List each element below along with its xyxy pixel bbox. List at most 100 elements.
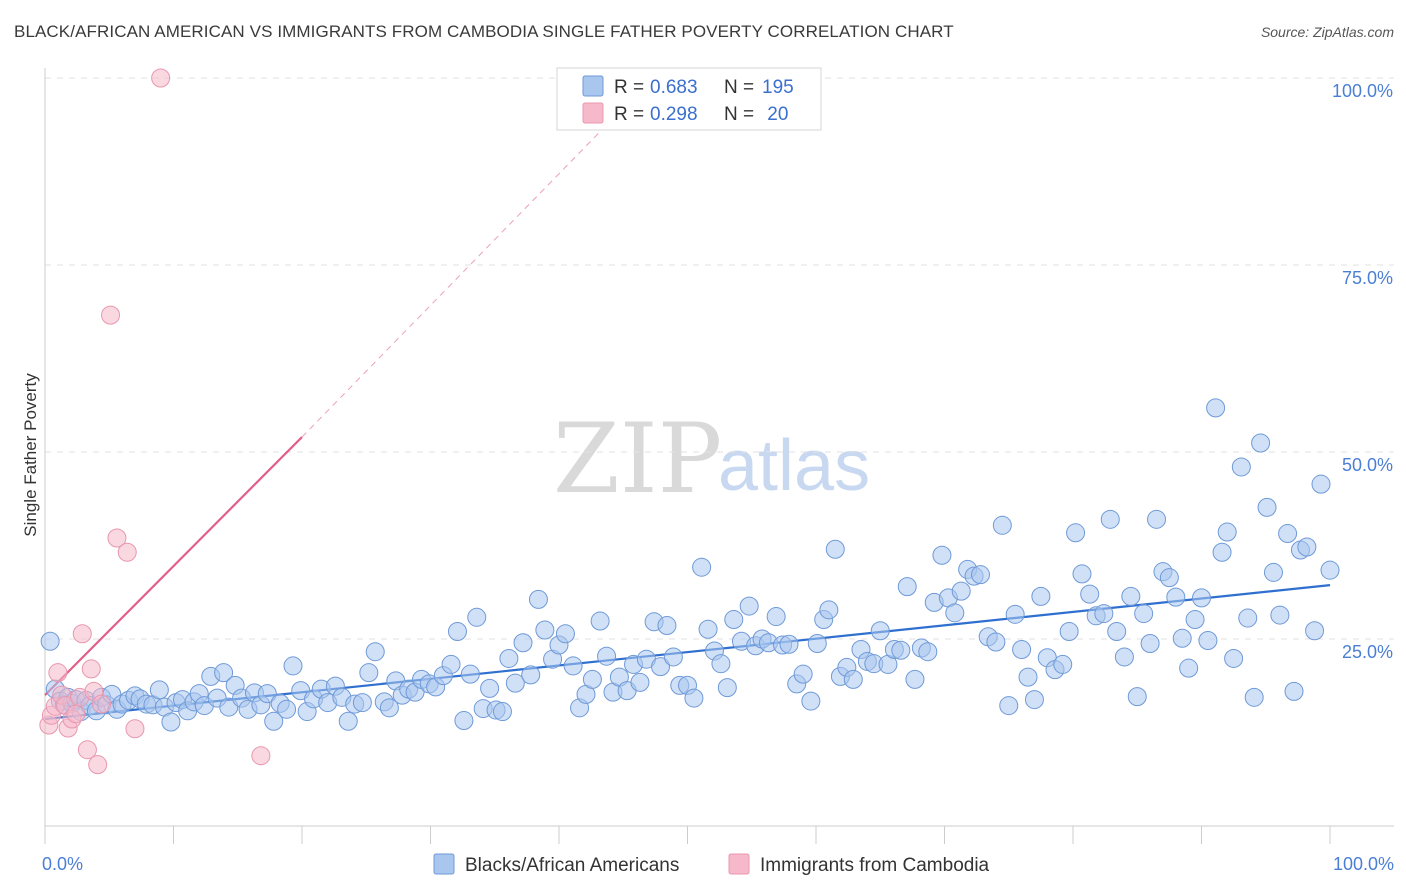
point-0-152 [1018, 667, 1038, 687]
point-0-183 [1224, 648, 1244, 668]
point-0-134 [897, 577, 917, 597]
point-0-94 [630, 672, 650, 692]
point-0-21 [149, 680, 169, 700]
point-0-130 [870, 621, 890, 641]
point-0-78 [521, 665, 541, 685]
point-0-87 [582, 669, 602, 689]
legend-r-label-1: R = [614, 77, 644, 98]
source-credit: Source: ZipAtlas.com [1260, 24, 1394, 40]
point-1-21 [251, 746, 271, 766]
point-0-148 [992, 515, 1012, 535]
point-1-16 [101, 305, 121, 325]
point-0-170 [1140, 633, 1160, 653]
correlation-legend: R = 0.683 N = 195 R = 0.298 N = 20 [556, 67, 822, 131]
point-0-145 [970, 565, 990, 585]
point-0-147 [986, 632, 1006, 652]
point-0-191 [1278, 524, 1298, 544]
point-0-104 [698, 619, 718, 639]
legend-r-label-2: R = [614, 104, 644, 125]
point-1-12 [81, 659, 101, 679]
grid-lines [45, 77, 1394, 640]
point-0-119 [801, 691, 821, 711]
point-0-79 [528, 589, 548, 609]
point-0-139 [932, 545, 952, 565]
point-0-75 [499, 648, 519, 668]
point-0-110 [739, 596, 759, 616]
legend-swatch-pink [582, 102, 604, 124]
point-1-14 [88, 755, 108, 775]
point-1-3 [48, 663, 68, 683]
bottom-legend-swatch-blue [433, 853, 455, 875]
point-0-154 [1031, 586, 1051, 606]
point-0-57 [379, 698, 399, 718]
point-0-151 [1012, 639, 1032, 659]
point-0-161 [1080, 584, 1100, 604]
point-0-175 [1172, 628, 1192, 648]
point-1-11 [77, 740, 97, 760]
point-0-159 [1066, 523, 1086, 543]
y-tick-label-2: 75.0% [1342, 268, 1393, 288]
bottom-legend-label-blue: Blacks/African Americans [465, 855, 679, 876]
point-0-190 [1270, 605, 1290, 625]
legend-n-label-1: N = [724, 77, 754, 98]
point-0-98 [657, 616, 677, 636]
point-0-197 [1320, 560, 1340, 580]
point-0-142 [951, 581, 971, 601]
point-0-70 [467, 607, 487, 627]
point-1-19 [125, 719, 145, 739]
point-0-186 [1244, 687, 1264, 707]
point-0-126 [843, 669, 863, 689]
x-tick-label-1: 100.0% [1333, 854, 1394, 874]
chart-title: BLACK/AFRICAN AMERICAN VS IMMIGRANTS FRO… [14, 22, 954, 41]
y-tick-label-0: 25.0% [1342, 642, 1393, 662]
legend-n-value-1: 195 [762, 77, 794, 98]
point-0-72 [480, 678, 500, 698]
bottom-legend-swatch-pink [728, 853, 750, 875]
point-0-137 [918, 642, 938, 662]
point-0-177 [1185, 610, 1205, 630]
y-tick-label-3: 100.0% [1332, 81, 1393, 101]
point-1-20 [151, 68, 171, 88]
point-0-120 [807, 633, 827, 653]
legend-r-value-1: 0.683 [650, 77, 698, 98]
point-0-116 [779, 634, 799, 654]
point-0-164 [1100, 509, 1120, 529]
point-0-165 [1107, 622, 1127, 642]
point-0-174 [1166, 587, 1186, 607]
point-0-149 [999, 696, 1019, 716]
point-0-169 [1134, 604, 1154, 624]
point-0-192 [1284, 681, 1304, 701]
point-1-10 [72, 624, 92, 644]
point-0-23 [161, 712, 181, 732]
point-0-153 [1024, 690, 1044, 710]
point-0-141 [945, 603, 965, 623]
point-0-123 [825, 539, 845, 559]
point-0-176 [1179, 658, 1199, 678]
point-0-83 [555, 624, 575, 644]
point-0-180 [1206, 398, 1226, 418]
point-0-122 [819, 600, 839, 620]
point-0-107 [717, 678, 737, 698]
point-0-42 [277, 699, 297, 719]
point-0-43 [283, 656, 303, 676]
point-0-184 [1231, 457, 1251, 477]
legend-n-value-2: 20 [762, 104, 788, 125]
point-0-133 [891, 640, 911, 660]
point-0-157 [1053, 654, 1073, 674]
point-0-168 [1127, 687, 1147, 707]
point-0-182 [1217, 522, 1237, 542]
trend-extension-1 [301, 107, 624, 438]
point-0-160 [1072, 564, 1092, 584]
point-0-32 [214, 663, 234, 683]
point-0-187 [1251, 433, 1271, 453]
point-0-135 [905, 669, 925, 689]
legend-n-label-2: N = [724, 104, 754, 125]
watermark-atlas: atlas [718, 426, 870, 506]
point-0-171 [1147, 509, 1167, 529]
point-0-108 [724, 610, 744, 630]
trend-line-1 [44, 436, 303, 696]
point-0-68 [454, 711, 474, 731]
point-0-77 [513, 633, 533, 653]
point-1-17 [107, 528, 127, 548]
